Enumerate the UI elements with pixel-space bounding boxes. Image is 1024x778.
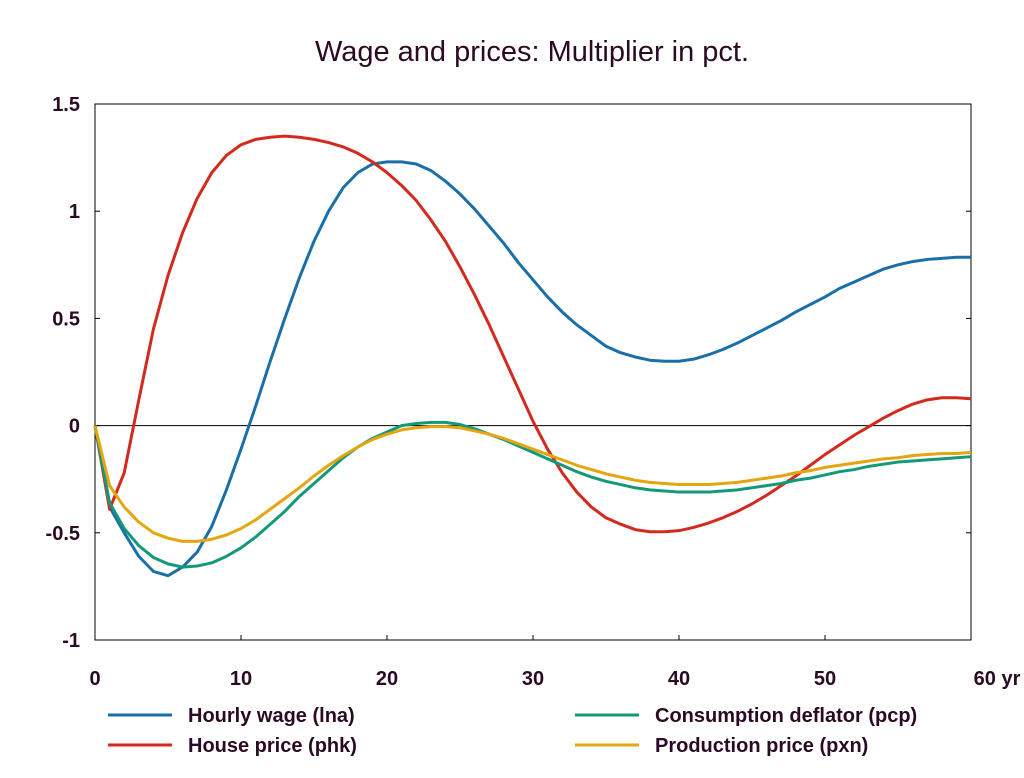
x-tick-label: 0: [89, 668, 100, 690]
y-tick-label: 1.5: [52, 94, 80, 116]
legend-label-lna: Hourly wage (lna): [188, 705, 355, 727]
series-lines: [93, 134, 972, 578]
plot-frame: [94, 103, 972, 641]
y-tick-label: -1: [62, 630, 80, 652]
legend-label-pcp: Consumption deflator (pcp): [655, 705, 917, 727]
series-line-pxn: [93, 425, 972, 543]
legend: Hourly wage (lna) House price (phk) Consum…: [108, 705, 917, 757]
y-axis: 1.5 1 0.5 0 -0.5 -1: [46, 94, 971, 652]
x-axis: 0 10 20 30 40 50 60 yr: [89, 635, 1021, 690]
series-line-lna: [93, 160, 971, 578]
y-tick-label: 0: [69, 416, 80, 438]
x-tick-label: 50: [814, 668, 836, 690]
y-tick-label: 1: [69, 201, 80, 223]
y-tick-label: 0.5: [52, 308, 80, 330]
x-tick-label: 60 yr: [974, 668, 1021, 690]
chart-title: Wage and prices: Multiplier in pct.: [315, 36, 749, 68]
x-tick-label: 20: [376, 668, 398, 690]
series-line-pcp: [93, 420, 972, 569]
x-tick-label: 10: [230, 668, 252, 690]
y-tick-label: -0.5: [46, 523, 80, 545]
x-tick-label: 30: [522, 668, 544, 690]
x-tick-label: 40: [668, 668, 690, 690]
legend-label-phk: House price (phk): [188, 735, 357, 757]
series-line-phk: [93, 134, 972, 534]
legend-label-pxn: Production price (pxn): [655, 735, 868, 757]
